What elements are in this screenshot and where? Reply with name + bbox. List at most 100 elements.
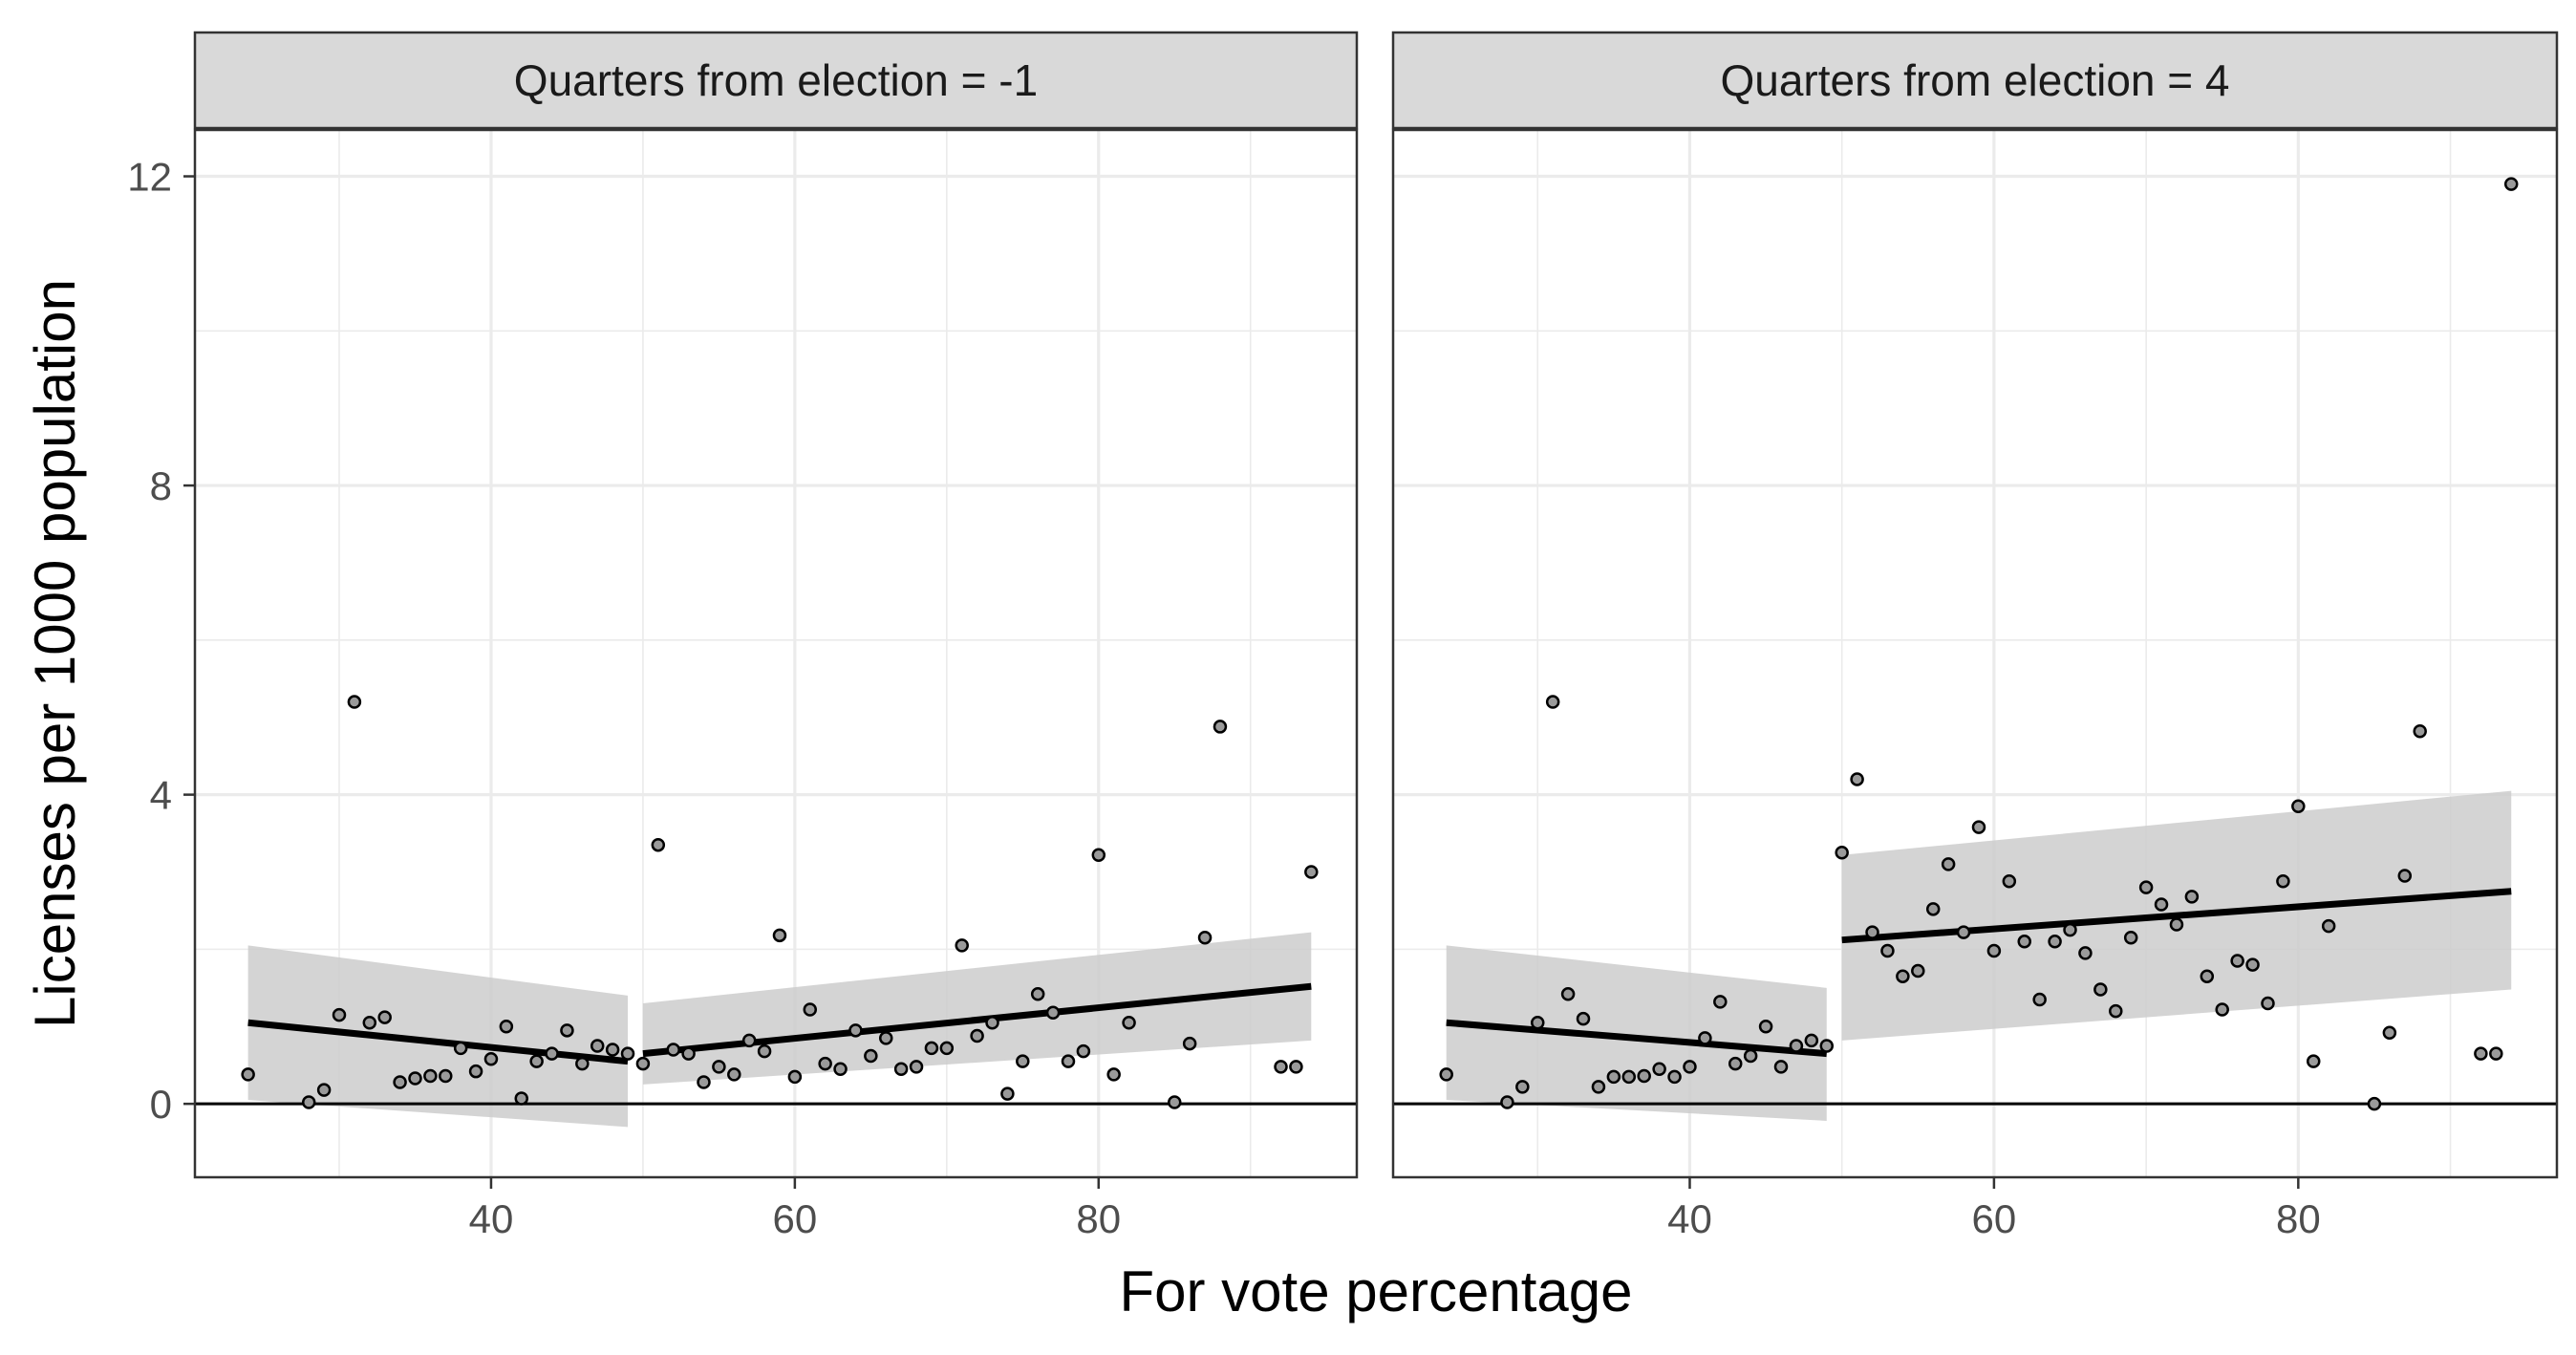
data-point [666, 1043, 680, 1057]
data-point [741, 1033, 757, 1048]
data-point [878, 1031, 893, 1045]
data-point [301, 1095, 316, 1109]
data-point [2307, 1054, 2321, 1068]
data-point [2138, 880, 2154, 894]
data-point [1743, 1048, 1758, 1064]
confidence-band-1 [1446, 945, 1827, 1121]
data-point [1560, 987, 1576, 1001]
data-point [2002, 873, 2017, 889]
data-point [1911, 963, 1925, 979]
data-point [2109, 1003, 2123, 1019]
panel-border [193, 128, 1359, 1179]
data-point [2017, 935, 2031, 949]
data-point [2200, 969, 2215, 983]
data-point [241, 1067, 255, 1082]
data-point [362, 1015, 377, 1030]
data-point [590, 1039, 605, 1053]
data-point [985, 1015, 999, 1030]
data-point [848, 1023, 863, 1038]
data-point [2503, 177, 2519, 191]
data-point [893, 1062, 909, 1077]
data-point [2321, 918, 2336, 934]
data-point [393, 1075, 407, 1089]
facet-strip [1391, 31, 2559, 130]
data-point [1030, 987, 1045, 1001]
facet-strip-label: Quarters from election = -1 [514, 55, 1038, 105]
data-point [970, 1028, 984, 1043]
data-point [468, 1064, 483, 1079]
data-point [1941, 857, 1956, 871]
data-point [1683, 1060, 1697, 1074]
data-point [939, 1041, 955, 1056]
data-point [1531, 1015, 1545, 1030]
data-point [1667, 1069, 1682, 1085]
data-point [2215, 1002, 2229, 1017]
x-axis-title: For vote percentage [1120, 1259, 1633, 1323]
data-point [1896, 969, 1910, 983]
data-point [818, 1056, 832, 1071]
x-tick-label: 40 [469, 1196, 514, 1241]
data-point [2063, 922, 2077, 937]
data-point [1819, 1039, 1835, 1053]
data-point [1925, 902, 1941, 916]
data-point [347, 695, 362, 709]
data-point [635, 1056, 651, 1071]
data-point [955, 938, 969, 953]
data-point [1274, 1060, 1288, 1074]
data-point [1515, 1080, 1530, 1094]
data-point [1728, 1056, 1743, 1071]
data-point [712, 1060, 726, 1074]
data-point [697, 1075, 711, 1089]
data-point [1045, 1005, 1061, 1020]
data-point [316, 1083, 332, 1097]
data-point [2489, 1046, 2503, 1061]
data-point [514, 1091, 529, 1106]
data-point [1865, 925, 1879, 939]
data-point [499, 1020, 514, 1034]
data-point [560, 1023, 574, 1038]
data-point [1168, 1095, 1182, 1109]
data-point [1971, 820, 1986, 834]
data-point [453, 1041, 468, 1056]
data-point [2291, 799, 2306, 813]
data-point [2474, 1046, 2488, 1061]
data-point [2048, 935, 2062, 949]
data-point [1016, 1054, 1030, 1068]
x-tick-label: 60 [773, 1196, 818, 1241]
data-point [1835, 846, 1849, 860]
data-point [727, 1067, 741, 1082]
data-point [483, 1051, 499, 1066]
data-point [1106, 1067, 1121, 1082]
data-point [1591, 1080, 1606, 1094]
data-point [332, 1007, 347, 1022]
data-point [2413, 724, 2427, 739]
x-tick-label: 80 [2276, 1196, 2321, 1241]
data-point [1698, 1031, 1712, 1045]
data-point [2245, 957, 2260, 972]
data-point [575, 1056, 590, 1071]
data-point [1789, 1039, 1804, 1053]
data-point [681, 1046, 696, 1061]
data-point [2154, 897, 2169, 912]
data-point [2123, 931, 2138, 945]
data-point [2184, 890, 2200, 904]
y-tick-label: 4 [150, 773, 172, 818]
data-point [2230, 954, 2244, 968]
data-point [1000, 1086, 1015, 1101]
data-point [2397, 869, 2413, 883]
facet-panel-1: Quarters from election = -1 40 60 80 0 4 8 12 [127, 31, 1359, 1241]
x-tick-label: 60 [1972, 1196, 2017, 1241]
data-point [2276, 873, 2290, 889]
data-point [2261, 996, 2275, 1011]
data-point [1850, 772, 1864, 786]
data-point [1713, 995, 1728, 1009]
y-tick-label: 8 [150, 463, 172, 508]
data-point [803, 1002, 818, 1017]
data-point [833, 1062, 848, 1077]
fit-line-2 [1841, 888, 2512, 944]
fit-line-1 [1446, 1019, 1828, 1058]
data-point [1289, 1060, 1303, 1074]
data-point [529, 1054, 544, 1068]
data-point [2367, 1096, 2382, 1111]
data-point [2093, 982, 2108, 997]
